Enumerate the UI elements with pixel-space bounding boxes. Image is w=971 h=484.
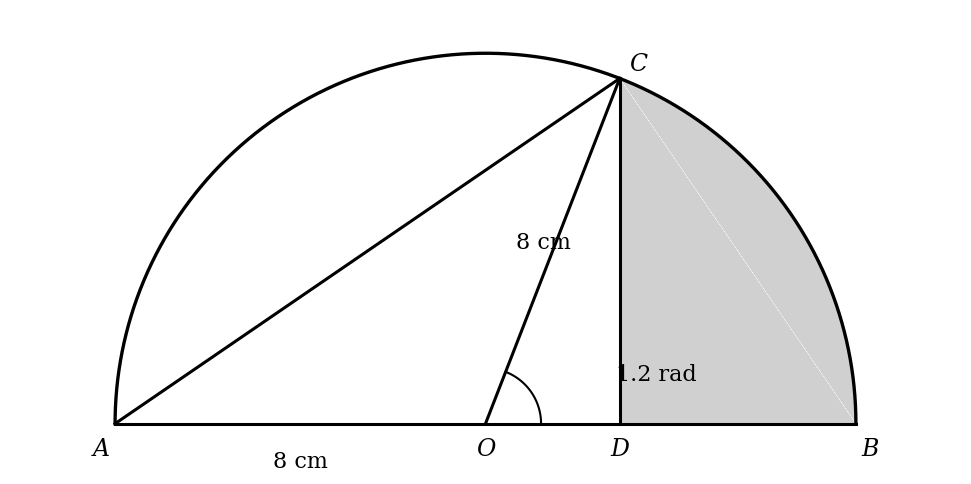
Text: D: D — [610, 438, 629, 461]
Text: 8 cm: 8 cm — [517, 232, 571, 254]
Polygon shape — [619, 78, 855, 424]
Text: B: B — [861, 438, 879, 461]
Text: O: O — [476, 438, 495, 461]
Text: 8 cm: 8 cm — [273, 452, 328, 473]
Text: A: A — [92, 438, 110, 461]
Text: C: C — [629, 53, 648, 76]
Text: 1.2 rad: 1.2 rad — [616, 364, 696, 386]
